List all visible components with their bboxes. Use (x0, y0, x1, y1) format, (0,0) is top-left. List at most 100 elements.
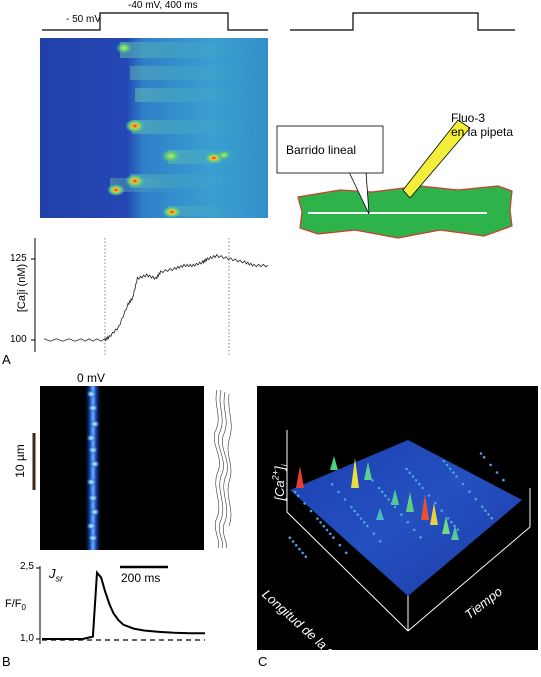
flux-ylabel-sub: 0 (21, 603, 26, 613)
surface-speckle (296, 494, 300, 498)
surface-speckle (480, 505, 484, 509)
surface-peak (296, 466, 304, 488)
surface-speckle (495, 471, 499, 474)
surface-speckle (328, 532, 332, 536)
surface-peak (351, 458, 359, 488)
surface-zlabel-sup: 2+ (270, 470, 281, 481)
surface-speckle (412, 528, 416, 532)
panel-a-letter: A (2, 352, 11, 367)
surface-speckle (445, 463, 449, 467)
spark-line-profile (209, 386, 239, 550)
surface-speckle (343, 498, 347, 501)
surface-speckle (468, 490, 471, 493)
spark-dot (86, 434, 97, 442)
surface-speckle (393, 505, 397, 509)
dye-label-1: Fluo-3 (451, 111, 486, 125)
surface-zlabel-main: [Ca (271, 480, 287, 501)
surface-speckle (414, 479, 418, 482)
surface-speckle (319, 521, 322, 524)
surface-speckle (291, 540, 295, 543)
surface-peak (406, 492, 414, 512)
surface-speckle (442, 459, 446, 463)
flux-label-main: J (49, 566, 56, 581)
surface-speckle (456, 528, 460, 531)
spark-dot (89, 420, 100, 428)
surface-speckle (418, 482, 421, 486)
scan-label: Barrido lineal (286, 143, 357, 157)
surface-speckle (400, 513, 403, 516)
surface-speckle (390, 501, 394, 505)
surface-speckle (356, 513, 360, 516)
surface-speckle (411, 475, 415, 478)
spark-dot (89, 508, 100, 516)
surface-speckle (372, 532, 376, 535)
surface-speckle (405, 467, 408, 471)
surface-speckle (452, 471, 455, 474)
surface-speckle (301, 551, 304, 555)
surface-speckle (484, 509, 487, 512)
ca-ytick-bottom: 100 (10, 334, 27, 345)
surface-speckle (366, 524, 369, 528)
spark-dot (88, 534, 98, 542)
surface-peak (391, 489, 399, 505)
surface-speckle (362, 521, 366, 524)
surface-speckle (353, 509, 356, 513)
surface-speckle (325, 528, 329, 532)
surface-speckle (408, 471, 412, 475)
surface-speckle (371, 479, 374, 482)
surface-peak (442, 516, 450, 534)
surface-speckle (293, 490, 297, 494)
surface-speckle (337, 490, 340, 494)
surface-peak (330, 456, 338, 470)
surface-speckle (344, 551, 348, 555)
spark-dot (86, 390, 97, 398)
panel-b-letter: B (2, 654, 11, 669)
time-scale-label: 200 ms (121, 571, 161, 585)
surface-speckle (380, 490, 384, 494)
hold-voltage-label: - 50 mV (66, 14, 102, 25)
flux-label: Jsr (49, 566, 63, 585)
surface-speckle (350, 505, 353, 509)
spark-dot (86, 522, 97, 530)
surface-zlabel-end: ] (271, 466, 287, 471)
spark-dot (88, 446, 98, 454)
flux-ylabel-main: F/F (5, 598, 22, 610)
surface-speckle (322, 524, 326, 528)
surface-speckle (502, 478, 505, 482)
spark-dot (86, 478, 97, 486)
surface-speckle (309, 509, 313, 513)
panel-c-letter: C (258, 654, 268, 669)
surface-speckle (406, 520, 410, 524)
surface-peak (430, 503, 438, 525)
surface-speckle (421, 486, 424, 490)
surface-speckle (461, 482, 465, 486)
surface-speckle (378, 540, 382, 543)
flux-ylabel: F/F0 (5, 598, 26, 614)
surface-peak (451, 526, 459, 540)
spark-dot (88, 494, 98, 502)
flux-ytick-top: 2,5 (20, 561, 34, 572)
surface-speckle (332, 536, 335, 539)
surface-speckle (298, 547, 301, 551)
surface-speckle (330, 483, 334, 486)
voltage-0mv-label: 0 mV (77, 371, 106, 385)
surface-speckle (450, 520, 453, 524)
surface-speckle (453, 524, 456, 528)
surface-peak (364, 462, 372, 480)
spark-linescan-image (40, 386, 204, 550)
surface-speckle (377, 486, 381, 490)
surface-speckle (338, 543, 342, 547)
ca-ytick-top: 125 (10, 253, 27, 264)
surface-speckle (490, 516, 494, 520)
surface-speckle (294, 544, 298, 547)
surface-peak (421, 494, 429, 520)
surface-zlabel: [Ca2+]i (270, 452, 291, 512)
surface-speckle (487, 513, 490, 516)
ca-series-line (43, 253, 269, 343)
surface-speckle (427, 494, 431, 497)
surface-speckle (440, 509, 444, 512)
